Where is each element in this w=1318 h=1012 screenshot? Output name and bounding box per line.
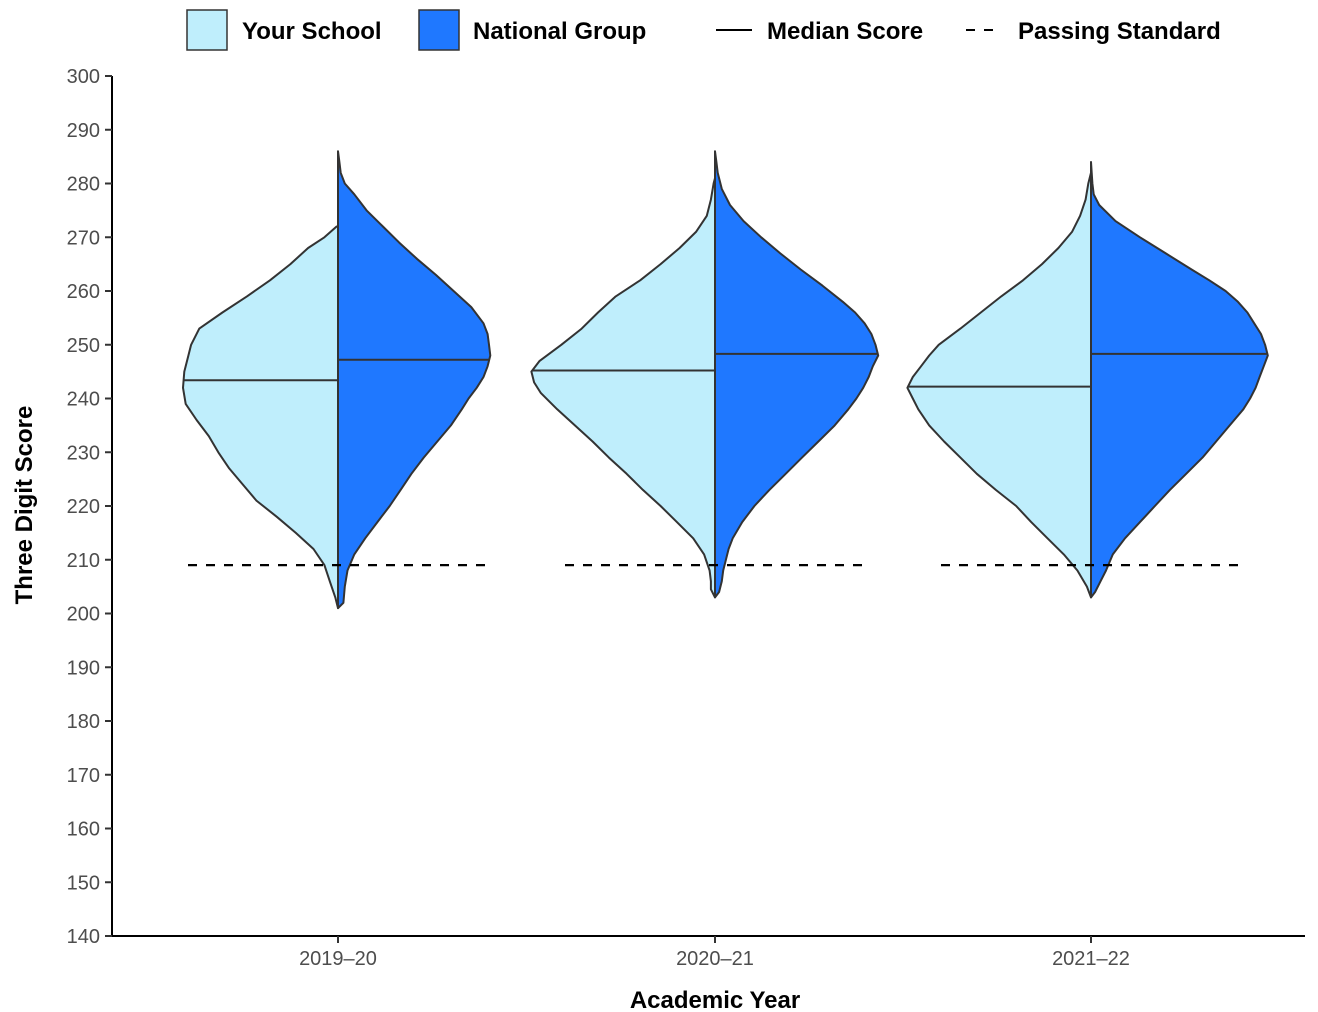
y-tick-label: 200	[67, 604, 100, 626]
y-axis: 140 150 160 170 180 190 200 210 220 230 240 250 260 2…	[67, 66, 113, 948]
violin-national-group-2	[1090, 161, 1269, 599]
y-tick-label: 170	[67, 765, 100, 787]
y-tick-label: 290	[67, 120, 100, 142]
violin-your-school-1	[530, 177, 716, 599]
x-tick-label: 2020–21	[676, 948, 754, 970]
y-tick-label: 180	[67, 711, 100, 733]
violin-national-group-1	[714, 150, 880, 599]
legend-swatch-your-school	[186, 9, 228, 51]
x-axis-title: Academic Year	[630, 987, 800, 1012]
y-tick-label: 140	[67, 926, 100, 948]
legend-label-national-group: National Group	[473, 18, 646, 45]
y-tick-label: 220	[67, 496, 100, 518]
x-tick-label: 2019–20	[299, 948, 377, 970]
y-tick-label: 270	[67, 227, 100, 249]
y-tick-label: 160	[67, 819, 100, 841]
y-tick-label: 250	[67, 335, 100, 357]
legend-label-your-school: Your School	[242, 18, 382, 45]
y-tick-label: 150	[67, 872, 100, 894]
y-tick-label: 230	[67, 442, 100, 464]
x-tick-label: 2021–22	[1052, 948, 1130, 970]
legend: Your School National Group Median Score …	[186, 9, 1221, 51]
y-axis-title: Three Digit Score	[11, 406, 38, 605]
violin-layer	[182, 150, 1269, 610]
y-tick-label: 300	[67, 66, 100, 88]
y-tick-label: 280	[67, 174, 100, 196]
violin-your-school-2	[906, 171, 1092, 599]
legend-label-median-score: Median Score	[767, 18, 923, 45]
legend-label-passing-standard: Passing Standard	[1018, 18, 1221, 45]
x-axis: 2019–20 2020–21 2021–22	[112, 935, 1305, 970]
y-tick-label: 240	[67, 389, 100, 411]
y-tick-label: 260	[67, 281, 100, 303]
y-tick-label: 210	[67, 550, 100, 572]
y-tick-label: 190	[67, 657, 100, 679]
legend-swatch-national-group	[418, 9, 460, 51]
violin-national-group-0	[337, 150, 492, 610]
violin-your-school-0	[182, 225, 339, 610]
